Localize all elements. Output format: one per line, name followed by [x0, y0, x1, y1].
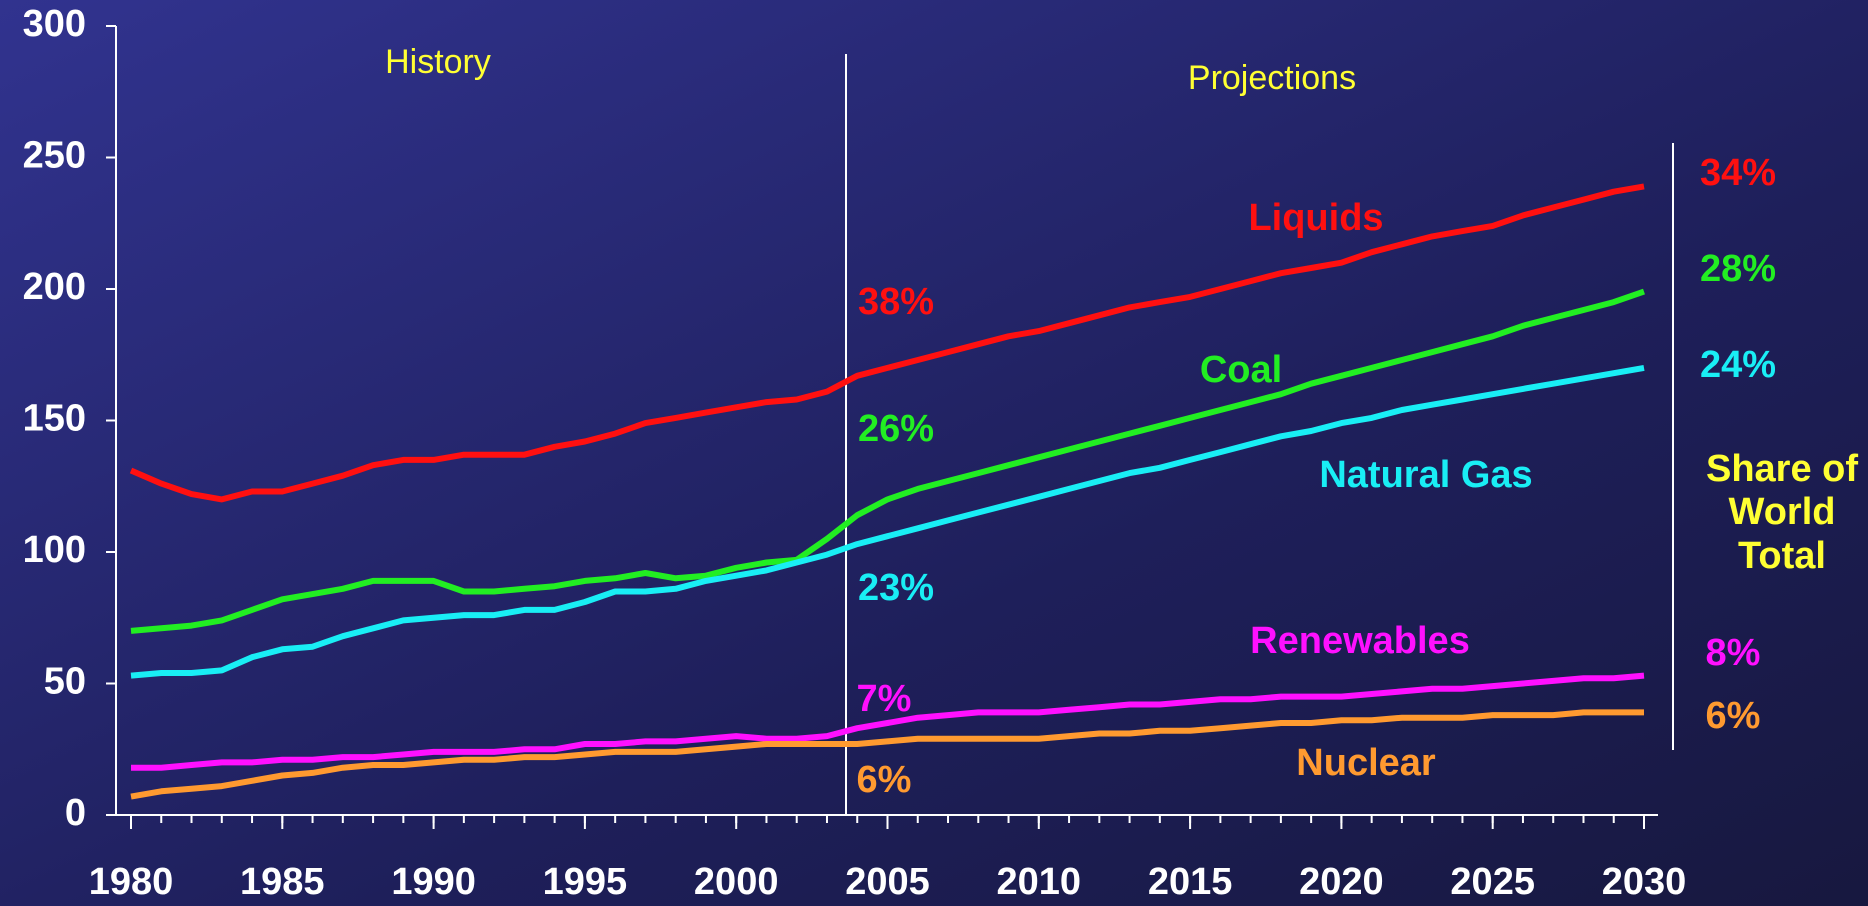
x-tick-label: 1990: [391, 861, 476, 903]
series-label: Coal: [1200, 349, 1282, 391]
x-tick-label: 1995: [543, 861, 628, 903]
x-tick-label: 1980: [89, 861, 174, 903]
share-title: World: [1729, 491, 1836, 533]
share-label: 38%: [858, 281, 934, 323]
series-label: Natural Gas: [1319, 454, 1532, 496]
share-label: 24%: [1700, 344, 1776, 386]
share-label: 26%: [858, 408, 934, 450]
y-tick-label: 250: [23, 135, 86, 177]
y-tick-label: 0: [65, 792, 86, 834]
projections-label: Projections: [1188, 59, 1356, 97]
x-tick-label: 2000: [694, 861, 779, 903]
share-label: 8%: [1706, 632, 1761, 674]
y-tick-label: 50: [44, 661, 86, 703]
series-line: [131, 672, 1645, 771]
share-label: 6%: [857, 759, 912, 801]
x-tick-label: 1985: [240, 861, 325, 903]
series-label: Renewables: [1250, 620, 1470, 662]
y-tick-label: 150: [23, 398, 86, 440]
share-title: Share of: [1706, 448, 1858, 490]
series-line: [130, 288, 1645, 634]
y-tick-label: 100: [23, 529, 86, 571]
y-tick-label: 200: [23, 266, 86, 308]
x-tick-label: 2020: [1299, 861, 1384, 903]
share-title: Total: [1738, 535, 1826, 577]
series-label: Nuclear: [1296, 742, 1436, 784]
share-label: 7%: [857, 678, 912, 720]
x-tick-label: 2010: [997, 861, 1082, 903]
x-tick-label: 2030: [1602, 861, 1687, 903]
series-line: [130, 364, 1645, 679]
x-tick-label: 2025: [1450, 861, 1535, 903]
y-tick-label: 300: [23, 3, 86, 45]
x-tick-label: 2015: [1148, 861, 1233, 903]
share-label: 28%: [1700, 248, 1776, 290]
history-label: History: [385, 43, 491, 81]
share-label: 34%: [1700, 152, 1776, 194]
x-tick-label: 2005: [845, 861, 930, 903]
share-label: 6%: [1706, 695, 1761, 737]
series-label: Liquids: [1248, 197, 1383, 239]
share-label: 23%: [858, 567, 934, 609]
series-line: [130, 709, 1644, 800]
series-line: [129, 183, 1645, 503]
